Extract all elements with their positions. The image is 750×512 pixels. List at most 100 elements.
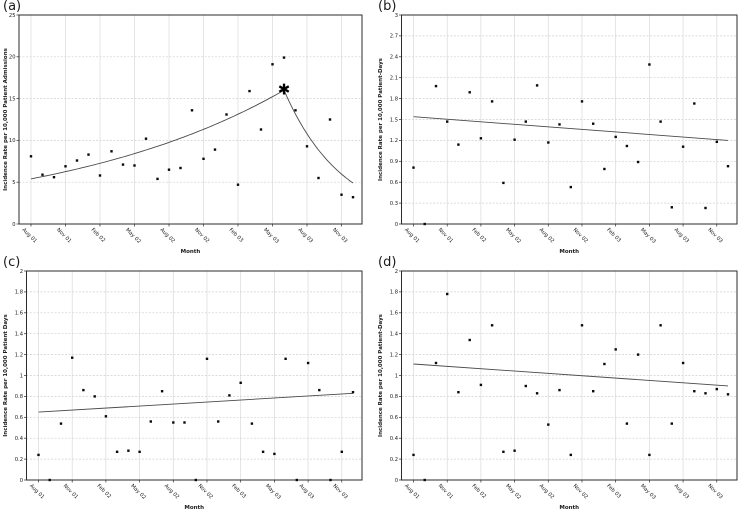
x-tick-label: May 03 bbox=[264, 483, 282, 501]
data-point bbox=[603, 362, 606, 366]
data-point bbox=[693, 390, 696, 393]
y-tick-label: 20 bbox=[9, 55, 16, 61]
data-point bbox=[29, 155, 33, 158]
x-tick-label: Nov 03 bbox=[706, 227, 723, 244]
x-tick-label: Nov 03 bbox=[706, 483, 723, 500]
data-point bbox=[295, 478, 298, 482]
y-tick-label: 2 bbox=[20, 269, 23, 275]
trend-line bbox=[38, 392, 354, 413]
y-axis-label: Incidence Rate per 10,000 Patient Admiss… bbox=[3, 47, 9, 190]
data-point bbox=[502, 450, 505, 453]
data-point bbox=[121, 163, 125, 166]
trend-line bbox=[413, 116, 729, 141]
x-axis-label: Month bbox=[559, 505, 579, 511]
data-point bbox=[659, 120, 662, 123]
data-point bbox=[93, 395, 96, 398]
data-point bbox=[468, 338, 471, 342]
y-tick-label: 3 bbox=[395, 13, 398, 19]
x-tick-label: Nov 02 bbox=[572, 227, 589, 244]
y-tick-label: 1 bbox=[395, 373, 398, 379]
data-point bbox=[547, 423, 550, 426]
data-point bbox=[213, 148, 217, 151]
data-point bbox=[271, 63, 274, 66]
data-point bbox=[423, 478, 426, 482]
data-point bbox=[524, 120, 527, 123]
data-point bbox=[340, 450, 343, 453]
y-tick-label: 0 bbox=[395, 222, 398, 228]
data-point bbox=[625, 422, 629, 425]
data-point bbox=[179, 166, 182, 170]
data-point bbox=[133, 164, 136, 167]
x-tick-label: Aug 01 bbox=[403, 227, 420, 244]
y-tick-label: 15 bbox=[9, 96, 16, 102]
data-point bbox=[305, 145, 309, 148]
data-point bbox=[513, 138, 516, 141]
y-tick-label: 1.8 bbox=[15, 290, 23, 296]
trend-line bbox=[30, 89, 354, 184]
x-tick-label: Nov 01 bbox=[62, 483, 79, 500]
data-point bbox=[636, 160, 640, 164]
data-point bbox=[704, 206, 707, 210]
y-tick-label: 0.2 bbox=[390, 457, 398, 463]
data-point bbox=[318, 388, 321, 392]
data-point bbox=[490, 324, 494, 327]
data-point bbox=[236, 183, 240, 186]
data-point bbox=[468, 91, 471, 94]
data-point bbox=[160, 390, 164, 393]
plot-frame bbox=[26, 270, 363, 481]
x-tick-label: Nov 01 bbox=[55, 227, 72, 244]
x-axis-label: Month bbox=[184, 505, 204, 511]
y-tick-label: 0.2 bbox=[15, 457, 23, 463]
data-point bbox=[479, 137, 483, 140]
x-tick-label: Aug 02 bbox=[159, 227, 176, 244]
x-tick-label: Aug 02 bbox=[538, 227, 555, 244]
data-point bbox=[144, 137, 148, 140]
data-point bbox=[423, 222, 426, 226]
data-point bbox=[328, 118, 332, 121]
data-point bbox=[603, 167, 606, 171]
y-tick-label: 1.2 bbox=[390, 138, 398, 144]
y-tick-label: 0.6 bbox=[15, 415, 23, 421]
data-point bbox=[167, 168, 171, 171]
data-point bbox=[340, 193, 343, 196]
data-point bbox=[592, 390, 595, 393]
data-point bbox=[502, 181, 505, 185]
data-point bbox=[446, 292, 449, 296]
data-point bbox=[217, 420, 220, 423]
data-point bbox=[569, 185, 572, 189]
x-tick-label: May 03 bbox=[639, 227, 657, 245]
x-tick-label: Aug 01 bbox=[28, 483, 45, 500]
panel-label-d: (d) bbox=[378, 255, 397, 270]
data-point bbox=[412, 453, 415, 457]
y-tick-label: 0 bbox=[395, 478, 398, 484]
data-point bbox=[681, 145, 685, 148]
x-tick-label: Nov 02 bbox=[197, 483, 214, 500]
plot-frame bbox=[401, 270, 738, 481]
data-point bbox=[71, 356, 74, 359]
x-tick-label: Feb 02 bbox=[470, 227, 487, 244]
data-point bbox=[41, 173, 44, 176]
data-point bbox=[479, 383, 483, 387]
data-point bbox=[37, 453, 40, 457]
data-point bbox=[726, 393, 730, 396]
x-tick-label: Nov 02 bbox=[193, 227, 210, 244]
y-tick-label: 0.9 bbox=[390, 159, 398, 165]
x-tick-label: Aug 01 bbox=[21, 227, 38, 244]
data-point bbox=[190, 109, 194, 112]
y-tick-label: 0.6 bbox=[390, 415, 398, 421]
x-tick-label: Nov 03 bbox=[331, 483, 348, 500]
data-point bbox=[513, 449, 516, 452]
y-tick-label: 2.1 bbox=[390, 76, 398, 82]
data-point bbox=[580, 100, 584, 103]
data-point bbox=[434, 361, 438, 365]
x-tick-label: Feb 02 bbox=[470, 483, 487, 500]
x-tick-label: Feb 02 bbox=[90, 227, 107, 244]
y-tick-label: 0.4 bbox=[390, 436, 399, 442]
x-tick-label: Aug 03 bbox=[298, 483, 315, 500]
data-point bbox=[715, 140, 718, 143]
y-tick-label: 1.4 bbox=[390, 332, 399, 338]
data-point bbox=[59, 422, 63, 425]
data-point bbox=[558, 388, 561, 392]
panel-label-c: (c) bbox=[3, 255, 21, 270]
